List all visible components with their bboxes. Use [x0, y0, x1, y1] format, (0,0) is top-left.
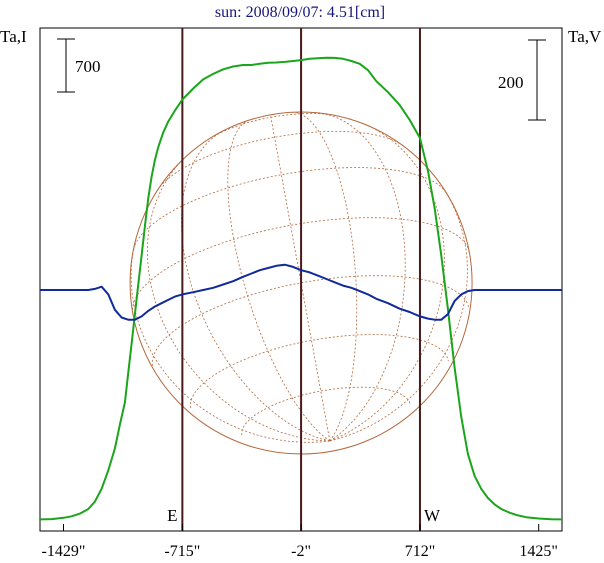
polarization-curve: [40, 263, 562, 321]
marker-lines: [181, 28, 421, 531]
x-tick-label: 1425": [519, 543, 558, 560]
x-tick-label: -1429": [42, 543, 86, 560]
meridian-line: [320, 112, 406, 442]
meridian-line: [147, 158, 330, 442]
chart-title: sun: 2008/09/07: 4.51[cm]: [215, 4, 385, 21]
meridian-line: [227, 120, 331, 442]
right-axis-label: Ta,V: [568, 27, 602, 46]
meridian-line: [329, 181, 468, 442]
meridian-line: [130, 237, 330, 443]
right-scale-label: 200: [498, 73, 524, 92]
meridian-line: [180, 130, 330, 442]
right-scale-bar: [528, 39, 546, 121]
left-axis-label: Ta,I: [0, 27, 27, 46]
parallel-line: [152, 275, 470, 366]
parallel-line: [210, 113, 336, 139]
x-tick-label: 712": [405, 543, 436, 560]
left-scale-bar: [57, 38, 75, 93]
x-tick-label: -2": [291, 543, 311, 560]
meridian-line: [270, 114, 331, 442]
series-curves: [39, 56, 563, 521]
meridian-line: [294, 111, 358, 442]
parallel-line: [189, 334, 449, 409]
x-tick-label: -715": [164, 543, 200, 560]
intensity-curve: [39, 56, 563, 521]
parallel-line: [133, 167, 447, 250]
meridian-line: [329, 124, 445, 442]
limb-label-w: W: [424, 506, 441, 525]
limb-label-e: E: [167, 506, 177, 525]
parallel-line: [241, 386, 411, 436]
parallel-line: [157, 131, 403, 191]
left-scale-label: 700: [75, 57, 101, 76]
